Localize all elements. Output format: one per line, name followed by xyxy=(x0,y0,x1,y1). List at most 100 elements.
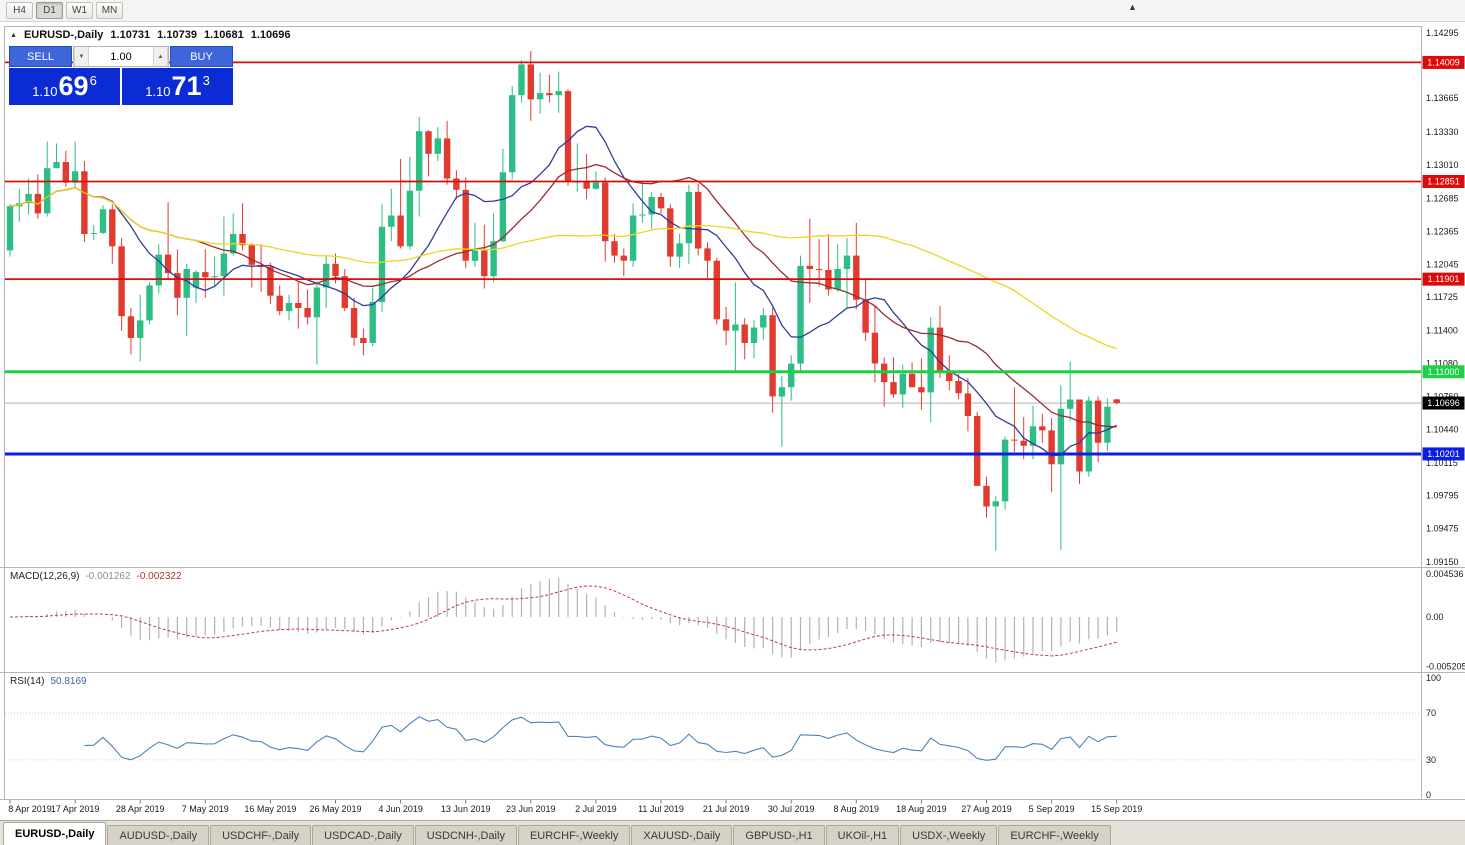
macd-label: MACD(12,26,9) -0.001262 -0.002322 xyxy=(10,571,182,582)
chart-title: ▲ EURUSD-,Daily 1.10731 1.10739 1.10681 … xyxy=(10,29,290,41)
svg-text:1.12685: 1.12685 xyxy=(1426,194,1459,204)
svg-text:1.10760: 1.10760 xyxy=(1426,391,1459,401)
symbol-tab[interactable]: XAUUSD-,Daily xyxy=(631,825,733,845)
ma-line-55 xyxy=(9,186,1117,350)
chart-canvas[interactable]: 1.142951.139801.136651.133301.130101.126… xyxy=(0,22,1465,820)
svg-text:1.12851: 1.12851 xyxy=(1427,176,1460,186)
ohlc-open: 1.10731 xyxy=(110,29,151,41)
svg-text:27 Aug 2019: 27 Aug 2019 xyxy=(961,804,1012,814)
symbol-tab[interactable]: USDX-,Weekly xyxy=(900,825,998,845)
ask-pips: 71 xyxy=(171,71,202,101)
svg-text:30 Jul 2019: 30 Jul 2019 xyxy=(768,804,815,814)
svg-text:1.14009: 1.14009 xyxy=(1427,57,1460,67)
rsi-plot: 100 70 30 0 xyxy=(5,673,1441,800)
volume-input[interactable]: 1.00 xyxy=(110,50,132,63)
svg-text:100: 100 xyxy=(1426,673,1441,683)
chart-symbol-period: EURUSD-,Daily xyxy=(23,29,104,41)
svg-text:1.09150: 1.09150 xyxy=(1426,557,1459,567)
date-axis[interactable]: 8 Apr 2019 17 Apr 2019 28 Apr 2019 7 May 20… xyxy=(8,800,1142,814)
bid-pips: 69 xyxy=(58,71,89,101)
svg-text:1.11901: 1.11901 xyxy=(1428,274,1460,284)
svg-text:1.10201: 1.10201 xyxy=(1427,449,1460,459)
svg-text:18 Aug 2019: 18 Aug 2019 xyxy=(896,804,947,814)
svg-text:15 Sep 2019: 15 Sep 2019 xyxy=(1091,804,1142,814)
svg-text:0.004536: 0.004536 xyxy=(1426,569,1464,579)
moving-averages xyxy=(9,125,1117,457)
svg-text:11 Jul 2019: 11 Jul 2019 xyxy=(638,804,684,814)
sell-button[interactable]: SELL xyxy=(9,46,72,67)
buy-button[interactable]: BUY xyxy=(170,46,233,67)
chart-window: 1.142951.139801.136651.133301.130101.126… xyxy=(0,22,1465,820)
svg-text:1.09475: 1.09475 xyxy=(1426,524,1459,534)
symbol-tab[interactable]: EURCHF-,Weekly xyxy=(998,825,1111,845)
svg-text:17 Apr 2019: 17 Apr 2019 xyxy=(51,804,100,814)
svg-text:7 May 2019: 7 May 2019 xyxy=(182,804,229,814)
chart-title-icon: ▲ xyxy=(10,31,17,39)
candles xyxy=(6,51,1120,551)
svg-text:1.13665: 1.13665 xyxy=(1426,93,1459,103)
svg-text:1.13330: 1.13330 xyxy=(1426,127,1459,137)
bid-prefix: 1.10 xyxy=(32,84,58,99)
price-tags: 1.14009 1.12851 1.11901 1.11000 1.10201 1.106… xyxy=(1422,55,1465,461)
timeframe-buttons: H4 D1 W1 MN xyxy=(6,2,123,19)
symbol-tab[interactable]: USDCAD-,Daily xyxy=(312,825,414,845)
symbol-tab[interactable]: GBPUSD-,H1 xyxy=(733,825,825,845)
timeframe-button-D1[interactable]: D1 xyxy=(36,2,63,19)
chart-shift-icon[interactable]: ▲ xyxy=(1128,2,1137,12)
macd-main-value: -0.001262 xyxy=(85,571,131,582)
svg-text:1.10440: 1.10440 xyxy=(1426,424,1459,434)
svg-text:13 Jun 2019: 13 Jun 2019 xyxy=(441,804,491,814)
h-levels[interactable] xyxy=(5,61,1421,456)
svg-text:1.09795: 1.09795 xyxy=(1426,491,1459,501)
ask-price-panel[interactable]: 1.10 71 3 xyxy=(122,68,233,105)
symbol-tab[interactable]: USDCNH-,Daily xyxy=(414,825,517,845)
rsi-name: RSI(14) xyxy=(10,676,45,687)
svg-text:0.00: 0.00 xyxy=(1426,612,1444,622)
svg-text:21 Jul 2019: 21 Jul 2019 xyxy=(703,804,750,814)
svg-text:1.14295: 1.14295 xyxy=(1426,28,1459,38)
timeframe-button-W1[interactable]: W1 xyxy=(66,2,93,19)
volume-increase-button[interactable]: ▲ xyxy=(153,47,168,66)
symbol-tab[interactable]: EURCHF-,Weekly xyxy=(517,825,631,845)
macd-plot: 0.004536 0.00 -0.005205 xyxy=(9,569,1465,671)
svg-text:-0.005205: -0.005205 xyxy=(1426,661,1465,671)
svg-text:70: 70 xyxy=(1426,708,1436,718)
svg-text:30: 30 xyxy=(1426,755,1436,765)
symbol-tab[interactable]: AUDUSD-,Daily xyxy=(107,825,210,845)
bid-price-panel[interactable]: 1.10 69 6 xyxy=(9,68,120,105)
svg-text:8 Aug 2019: 8 Aug 2019 xyxy=(834,804,880,814)
timeframe-toolbar: H4 D1 W1 MN ▲ xyxy=(0,0,1465,22)
ohlc-high: 1.10739 xyxy=(157,29,197,41)
timeframe-button-MN[interactable]: MN xyxy=(96,2,123,19)
volume-control: ▼ 1.00 ▲ xyxy=(73,46,169,67)
symbol-tabbar: EURUSD-,Daily AUDUSD-,Daily USDCHF-,Daily U… xyxy=(0,820,1465,845)
symbol-tab[interactable]: UKOil-,H1 xyxy=(825,825,900,845)
rsi-line xyxy=(84,716,1117,761)
ohlc-low: 1.10681 xyxy=(203,29,244,41)
svg-text:26 May 2019: 26 May 2019 xyxy=(309,804,361,814)
svg-text:1.10115: 1.10115 xyxy=(1426,458,1458,468)
symbol-tab[interactable]: USDCHF-,Daily xyxy=(210,825,312,845)
price-axis[interactable]: 1.142951.139801.136651.133301.130101.126… xyxy=(1426,28,1459,567)
panel-borders xyxy=(0,26,1465,800)
ohlc-close: 1.10696 xyxy=(250,29,291,41)
svg-text:1.12045: 1.12045 xyxy=(1426,259,1459,269)
timeframe-button-H4[interactable]: H4 xyxy=(6,2,33,19)
macd-signal-line xyxy=(9,585,1117,657)
bid-point: 6 xyxy=(89,73,97,88)
svg-text:1.11000: 1.11000 xyxy=(1428,367,1460,377)
svg-text:28 Apr 2019: 28 Apr 2019 xyxy=(116,804,165,814)
symbol-tab[interactable]: EURUSD-,Daily xyxy=(3,822,107,845)
ma-line-10 xyxy=(9,125,1117,457)
svg-text:1.10696: 1.10696 xyxy=(1427,398,1460,408)
svg-text:8 Apr 2019: 8 Apr 2019 xyxy=(8,804,52,814)
rsi-label: RSI(14) 50.8169 xyxy=(10,676,87,687)
volume-decrease-button[interactable]: ▼ xyxy=(74,47,89,66)
svg-text:4 Jun 2019: 4 Jun 2019 xyxy=(378,804,423,814)
svg-text:0: 0 xyxy=(1426,790,1431,800)
svg-text:1.11400: 1.11400 xyxy=(1426,326,1458,336)
ask-point: 3 xyxy=(202,73,210,88)
svg-text:1.12365: 1.12365 xyxy=(1426,226,1459,236)
svg-text:16 May 2019: 16 May 2019 xyxy=(244,804,296,814)
